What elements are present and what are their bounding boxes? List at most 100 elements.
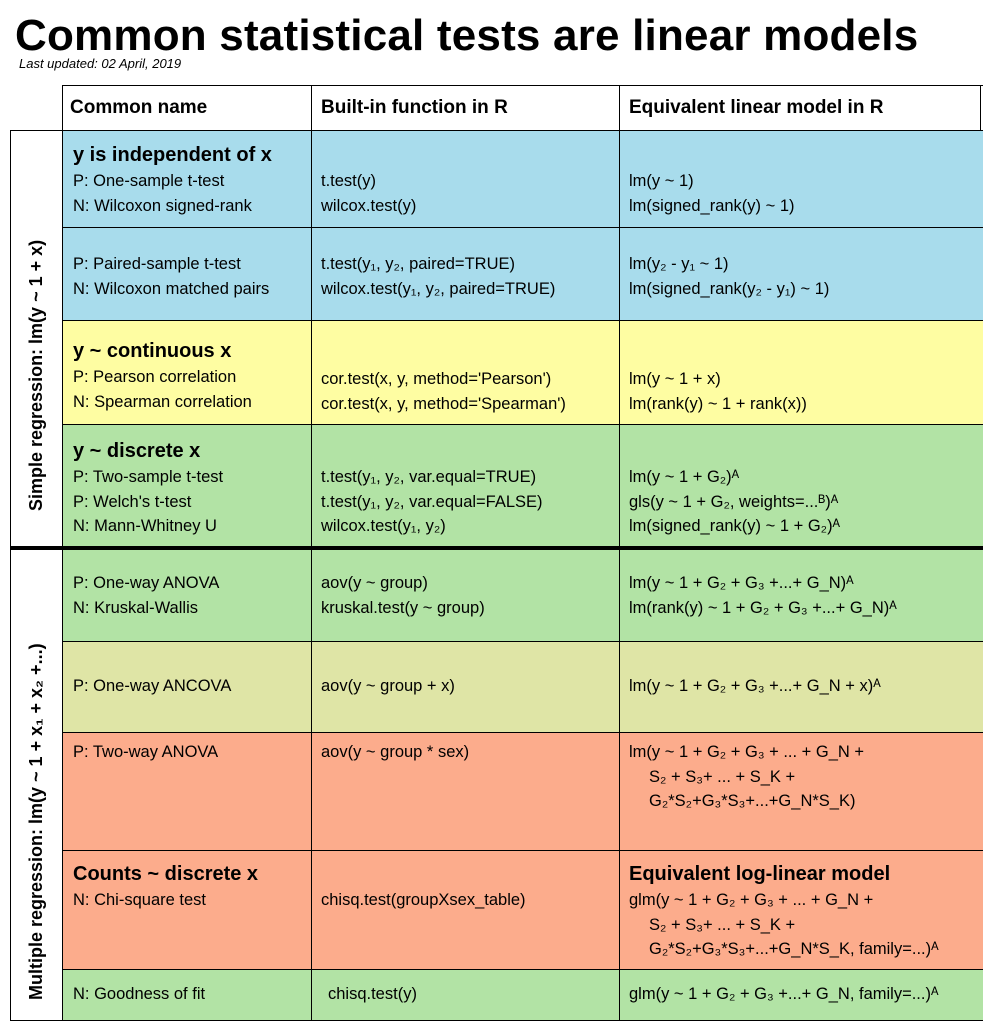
linear-model: S₂ + S₃+ ... + S_K + [649,915,796,934]
function-cell: aov(y ~ group + x) [321,674,455,699]
common-name-cell: P: Two-way ANOVA [73,740,218,765]
model-cell: lm(y ~ 1 + G₂)ᴬ gls(y ~ 1 + G₂, weights=… [629,465,840,539]
model-cell: lm(y ~ 1 + G₂ + G₃ +...+ G_N)ᴬ lm(rank(y… [629,571,897,620]
model-cell: lm(y ~ 1 + x) lm(rank(y) ~ 1 + rank(x)) [629,367,807,416]
r-function: cor.test(x, y, method='Pearson') [321,370,552,388]
linear-model: lm(signed_rank(y₂ - y₁) ~ 1) [629,279,830,298]
function-cell: t.test(y₁, y₂, var.equal=TRUE) t.test(y₁… [321,465,543,539]
common-name-cell: P: One-way ANOVA N: Kruskal-Wallis [73,571,219,620]
linear-model: lm(signed_rank(y) ~ 1 + G₂)ᴬ [629,517,841,535]
table-top-border [62,85,983,86]
section-label-simple-regression: Simple regression: lm(y ~ 1 + x) [26,239,46,511]
linear-model: S₂ + S₃+ ... + S_K + [649,767,796,786]
row-paired [62,227,983,320]
common-name-cell: N: Goodness of fit [73,982,205,1007]
r-function: wilcox.test(y₁, y₂) [321,517,446,535]
test-name: P: One-way ANCOVA [73,677,232,695]
divider [62,320,983,321]
linear-model: lm(y ~ 1 + G₂ + G₃ +...+ G_N + x)ᴬ [629,677,881,695]
divider [62,969,983,970]
row-chi-square [62,850,983,969]
test-name: N: Goodness of fit [73,985,206,1003]
model-cell: glm(y ~ 1 + G₂ + G₃ +...+ G_N, family=..… [629,982,938,1007]
r-function: t.test(y₁, y₂, paired=TRUE) [321,255,515,273]
header-divider [10,130,983,131]
test-name: P: Paired-sample t-test [73,255,241,273]
linear-model: G₂*S₂+G₃*S₃+...+G_N*S_K, family=...)ᴬ [649,940,939,958]
linear-model: lm(y ~ 1 + x) [629,370,721,388]
row-goodness-of-fit [62,969,983,1020]
column-divider [619,85,620,1021]
linear-model: gls(y ~ 1 + G₂, weights=...ᴮ)ᴬ [629,492,839,511]
page-title: Common statistical tests are linear mode… [15,11,919,60]
model-heading: Equivalent log-linear model [629,863,891,885]
common-name-cell: y ~ discrete x P: Two-sample t-test P: W… [73,437,223,539]
column-divider [311,85,312,1021]
column-divider [980,85,981,131]
test-name: P: Two-way ANOVA [73,743,219,761]
linear-model: lm(y₂ - y₁ ~ 1) [629,255,729,273]
r-function: aov(y ~ group) [321,574,428,592]
row-heading: y ~ discrete x [73,440,201,462]
function-cell: chisq.test(y) [328,982,417,1007]
test-name: P: Welch's t-test [73,492,192,511]
function-cell: aov(y ~ group) kruskal.test(y ~ group) [321,571,485,620]
header-builtin-function: Built-in function in R [321,97,508,118]
model-cell: lm(y ~ 1 + G₂ + G₃ +...+ G_N + x)ᴬ [629,674,881,699]
test-name: N: Wilcoxon matched pairs [73,279,270,298]
r-function: t.test(y₁, y₂, var.equal=FALSE) [321,492,543,511]
common-name-cell: y ~ continuous x P: Pearson correlation … [73,337,252,414]
divider [62,641,983,642]
header-linear-model: Equivalent linear model in R [629,97,884,118]
divider [62,850,983,851]
model-cell: lm(y ~ 1 + G₂ + G₃ + ... + G_N + S₂ + S₃… [629,740,864,814]
r-function: wilcox.test(y₁, y₂, paired=TRUE) [321,279,556,298]
table-left-border [10,130,11,1021]
header-common-name: Common name [70,97,208,118]
model-cell: lm(y₂ - y₁ ~ 1) lm(signed_rank(y₂ - y₁) … [629,252,829,301]
row-heading: y is independent of x [73,144,272,166]
divider [62,227,983,228]
linear-model: glm(y ~ 1 + G₂ + G₃ + ... + G_N + [629,891,874,909]
function-cell: t.test(y₁, y₂, paired=TRUE) wilcox.test(… [321,252,555,301]
test-name: P: One-sample t-test [73,172,225,190]
linear-model: lm(y ~ 1 + G₂ + G₃ + ... + G_N + [629,743,865,761]
row-anova [62,548,983,641]
linear-model: glm(y ~ 1 + G₂ + G₃ +...+ G_N, family=..… [629,985,939,1003]
row-heading: y ~ continuous x [73,340,232,362]
test-name: N: Wilcoxon signed-rank [73,196,252,215]
row-one-sample [62,131,983,227]
linear-model: lm(y ~ 1 + G₂)ᴬ [629,468,740,486]
function-cell: chisq.test(groupXsex_table) [321,888,526,913]
row-heading: Counts ~ discrete x [73,863,259,885]
model-cell: lm(y ~ 1) lm(signed_rank(y) ~ 1) [629,169,795,218]
linear-model: lm(y ~ 1 + G₂ + G₃ +...+ G_N)ᴬ [629,574,854,592]
linear-model: lm(rank(y) ~ 1 + rank(x)) [629,394,807,413]
section-label-multiple-regression: Multiple regression: lm(y ~ 1 + x₁ + x₂ … [26,643,46,1000]
table-bottom-border [10,1020,983,1021]
row-two-way-anova [62,732,983,850]
r-function: wilcox.test(y) [321,196,417,215]
test-name: N: Kruskal-Wallis [73,598,198,617]
row-correlation [62,320,983,424]
r-function: aov(y ~ group * sex) [321,743,470,761]
linear-model: lm(rank(y) ~ 1 + G₂ + G₃ +...+ G_N)ᴬ [629,598,897,617]
test-name: N: Spearman correlation [73,392,252,411]
common-name-cell: P: One-way ANCOVA [73,674,231,699]
function-cell: cor.test(x, y, method='Pearson') cor.tes… [321,367,566,416]
common-name-cell: P: Paired-sample t-test N: Wilcoxon matc… [73,252,269,301]
function-cell: aov(y ~ group * sex) [321,740,469,765]
linear-model: lm(signed_rank(y) ~ 1) [629,196,795,215]
r-function: cor.test(x, y, method='Spearman') [321,394,566,413]
linear-model: lm(y ~ 1) [629,172,694,190]
common-name-cell: y is independent of x P: One-sample t-te… [73,141,272,218]
row-two-sample [62,424,983,548]
r-function: kruskal.test(y ~ group) [321,598,485,617]
r-function: chisq.test(y) [328,985,417,1003]
test-name: N: Mann-Whitney U [73,517,217,535]
column-divider [62,85,63,1021]
test-name: P: One-way ANOVA [73,574,220,592]
test-name: N: Chi-square test [73,891,206,909]
test-name: P: Pearson correlation [73,368,237,386]
test-name: P: Two-sample t-test [73,468,224,486]
